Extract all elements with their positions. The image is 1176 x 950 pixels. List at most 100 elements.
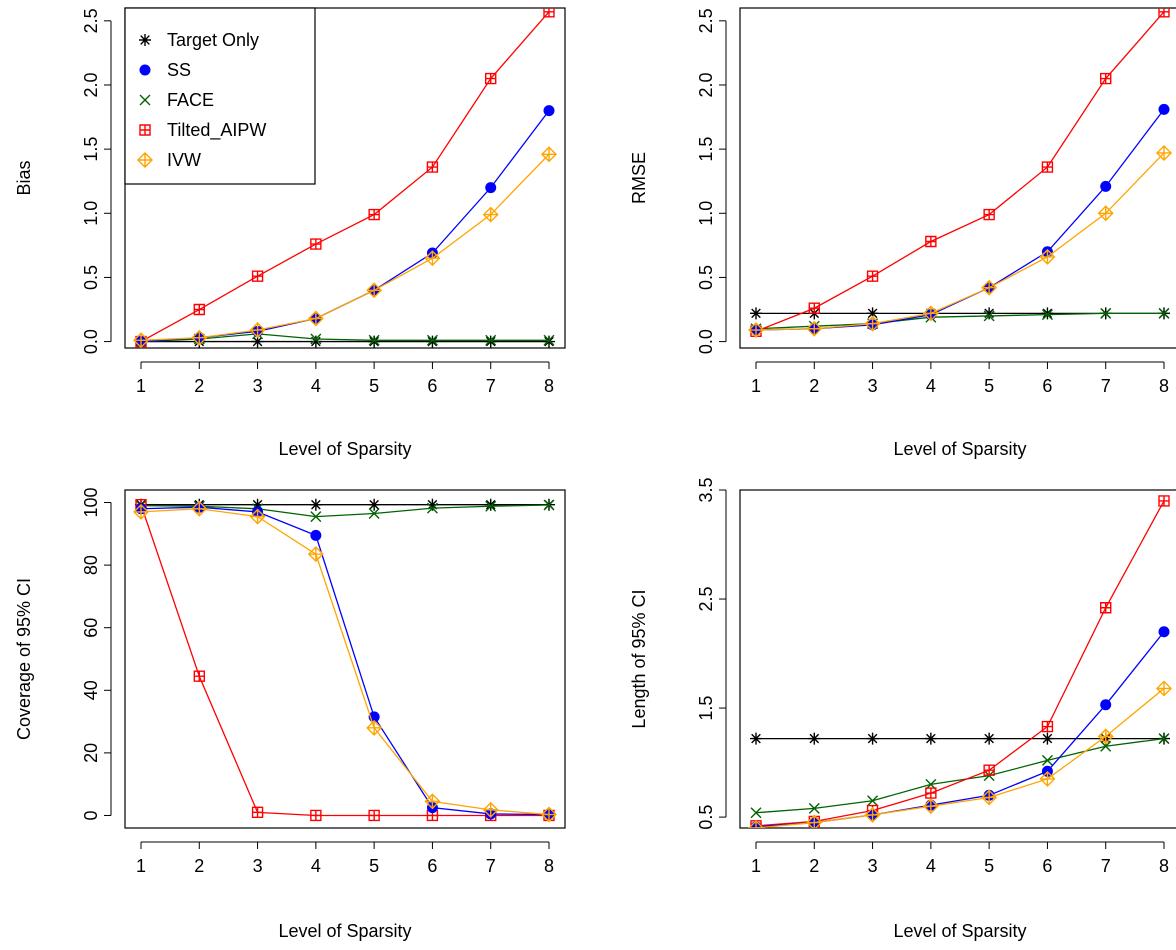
data-point: [133, 503, 149, 520]
y-axis-title: Length of 95% CI: [629, 589, 649, 728]
series-line: [755, 108, 1165, 331]
data-point: [1158, 495, 1170, 507]
data-point: [1039, 248, 1056, 265]
y-tick-label: 1.5: [696, 696, 716, 721]
x-tick-label: 5: [984, 376, 994, 396]
y-tick-label: 40: [81, 680, 101, 700]
series-ivw: [748, 144, 1172, 339]
x-tick-label: 7: [486, 376, 496, 396]
legend-marker: [139, 34, 151, 46]
x-tick-label: 1: [136, 856, 146, 876]
y-tick-label: 100: [81, 487, 101, 517]
x-tick-label: 8: [1159, 856, 1169, 876]
data-point: [309, 335, 322, 348]
data-point: [368, 809, 380, 822]
data-point: [866, 270, 879, 282]
y-tick-label: 0.0: [696, 329, 716, 354]
data-point: [1158, 307, 1170, 319]
plot-frame: [739, 7, 1176, 349]
data-point: [191, 329, 208, 346]
data-point: [750, 732, 762, 745]
legend-marker: [137, 152, 153, 168]
data-point: [193, 670, 205, 682]
legend-label: FACE: [167, 90, 214, 110]
data-point: [310, 809, 322, 822]
y-tick-label: 80: [81, 555, 101, 575]
chart-panel-1: 1 2 3 4 5 6 7 8 0.0 0.5 1.0 1.5 2.0 2.5 Level of Spars…: [14, 7, 566, 459]
data-point: [251, 270, 264, 282]
data-point: [983, 764, 995, 776]
series-layer: [748, 495, 1172, 828]
data-point: [1041, 720, 1054, 733]
data-point: [482, 206, 499, 223]
data-point: [808, 802, 820, 814]
data-point: [806, 320, 823, 337]
data-point: [1039, 770, 1056, 787]
legend-label: IVW: [167, 150, 201, 170]
data-point: [981, 279, 998, 296]
data-point: [981, 789, 998, 806]
data-point: [1156, 144, 1172, 161]
legend: Target Only SS FACE Tilted_AIPW IVW: [124, 7, 316, 185]
data-point: [368, 334, 380, 346]
series-line: [755, 631, 1165, 828]
x-tick-label: 7: [486, 856, 496, 876]
data-point: [1041, 309, 1053, 321]
series-ivw: [133, 500, 557, 823]
data-point: [484, 498, 497, 511]
plot-frame: [739, 489, 1176, 829]
series-line: [140, 11, 550, 343]
series-line: [755, 687, 1165, 828]
y-tick-label: 2.5: [696, 587, 716, 612]
data-point: [368, 335, 381, 348]
y-tick-label: 0: [81, 810, 101, 820]
x-tick-label: 1: [751, 856, 761, 876]
series-line: [755, 152, 1165, 331]
x-tick-label: 8: [544, 376, 554, 396]
data-point: [1100, 740, 1112, 752]
series-line: [755, 11, 1165, 332]
x-tick-label: 5: [369, 856, 379, 876]
y-tick-label: 1.5: [81, 137, 101, 162]
legend-label: Tilted_AIPW: [167, 120, 266, 141]
data-point: [485, 500, 497, 512]
x-tick-label: 4: [926, 376, 936, 396]
data-point: [1041, 732, 1054, 745]
series-line: [140, 504, 550, 518]
data-point: [983, 310, 995, 322]
data-point: [543, 334, 555, 346]
x-tick-label: 8: [1159, 376, 1169, 396]
plot-frame: [124, 489, 566, 829]
y-tick-label: 1.0: [81, 201, 101, 226]
y-tick-label: 0.5: [696, 265, 716, 290]
data-point: [983, 208, 995, 221]
x-tick-label: 3: [868, 376, 878, 396]
data-point: [426, 335, 439, 348]
data-point: [1158, 103, 1170, 115]
x-tick-label: 3: [253, 856, 263, 876]
x-tick-label: 4: [926, 856, 936, 876]
data-point: [485, 334, 497, 346]
series-line: [140, 508, 550, 816]
data-point: [310, 511, 322, 523]
y-tick-label: 2.0: [696, 72, 716, 97]
chart-panel-4: 1 2 3 4 5 6 7 8 0.5 1.5 2.5 3.5 Level of Sparsity Len…: [629, 477, 1176, 941]
data-point: [366, 719, 383, 736]
data-point: [866, 732, 879, 745]
data-point: [543, 105, 555, 117]
data-point: [482, 801, 499, 818]
x-tick-label: 8: [544, 856, 554, 876]
data-point: [251, 806, 264, 819]
series-ivw: [133, 146, 557, 348]
data-point: [426, 334, 438, 346]
legend-box: [124, 7, 316, 185]
data-point: [1100, 699, 1112, 711]
data-point: [983, 307, 996, 320]
series-layer: [748, 8, 1172, 339]
data-point: [426, 161, 439, 173]
data-point: [1041, 161, 1054, 173]
data-point: [922, 305, 939, 322]
x-axis-title: Level of Sparsity: [278, 439, 411, 459]
